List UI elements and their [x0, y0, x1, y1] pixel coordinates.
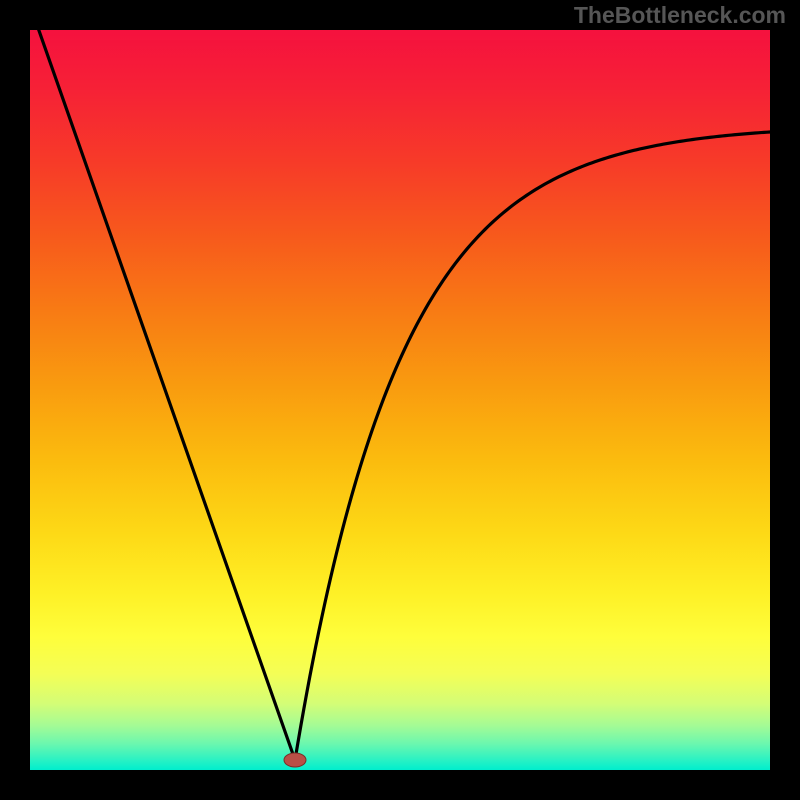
- vertex-marker: [282, 751, 308, 769]
- watermark-text: TheBottleneck.com: [574, 2, 786, 29]
- gradient-plot-area: [30, 30, 770, 770]
- vertex-marker-ellipse: [284, 753, 306, 767]
- chart-container: TheBottleneck.com: [0, 0, 800, 800]
